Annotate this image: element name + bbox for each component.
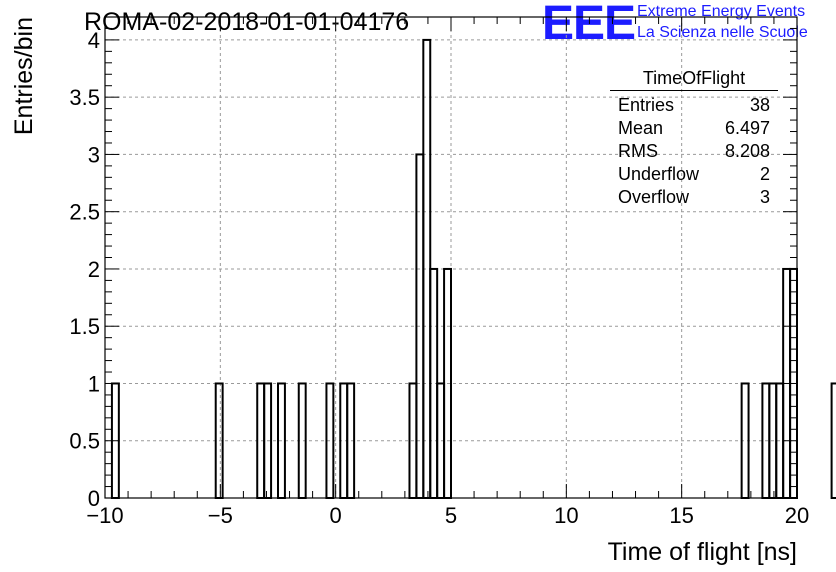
histogram-title: ROMA-02-2018-01-01-04176 (84, 8, 410, 36)
x-tick-label: 20 (785, 503, 809, 528)
y-tick-label: 3 (88, 142, 100, 167)
eee-logo: EEE (542, 0, 636, 50)
stats-box: TimeOfFlight Entries 38 Mean 6.497 RMS 8… (610, 68, 778, 209)
x-tick-label: 0 (330, 503, 342, 528)
x-tick-label: 15 (669, 503, 693, 528)
logo-line-1: Extreme Energy Events (637, 3, 806, 20)
y-tick-label: 2 (88, 257, 100, 282)
y-tick-label: 3.5 (69, 85, 100, 110)
x-tick-label: −10 (86, 503, 123, 528)
stats-row-overflow: Overflow 3 (610, 186, 778, 209)
y-axis-label: Entries/bin (10, 17, 38, 135)
stats-label: Overflow (618, 187, 690, 207)
y-tick-label: 1 (88, 371, 100, 396)
y-tick-label: 2.5 (69, 200, 100, 225)
stats-label: Underflow (618, 164, 700, 184)
logo-line-2: La Scienza nelle Scuole (637, 24, 808, 41)
stats-value: 38 (749, 95, 770, 115)
stats-row-underflow: Underflow 2 (610, 163, 778, 186)
stats-row-entries: Entries 38 (610, 94, 778, 117)
stats-row-mean: Mean 6.497 (610, 117, 778, 140)
x-axis-label: Time of flight [ns] (608, 538, 797, 566)
stats-label: Mean (618, 118, 664, 138)
y-tick-label: 1.5 (69, 314, 100, 339)
stats-value: 6.497 (724, 118, 770, 138)
y-tick-label: 4 (88, 28, 100, 53)
stats-value: 2 (759, 164, 770, 184)
x-tick-label: −5 (208, 503, 233, 528)
histogram-bin (830, 382, 836, 500)
x-tick-label: 10 (554, 503, 578, 528)
stats-label: Entries (618, 95, 675, 115)
stats-row-rms: RMS 8.208 (610, 140, 778, 163)
y-tick-label: 0.5 (69, 429, 100, 454)
stats-box-title: TimeOfFlight (610, 68, 778, 91)
stats-value: 8.208 (724, 141, 770, 161)
stats-value: 3 (759, 187, 770, 207)
y-tick-label: 0 (88, 486, 100, 511)
x-tick-label: 5 (445, 503, 457, 528)
stats-label: RMS (618, 141, 658, 161)
